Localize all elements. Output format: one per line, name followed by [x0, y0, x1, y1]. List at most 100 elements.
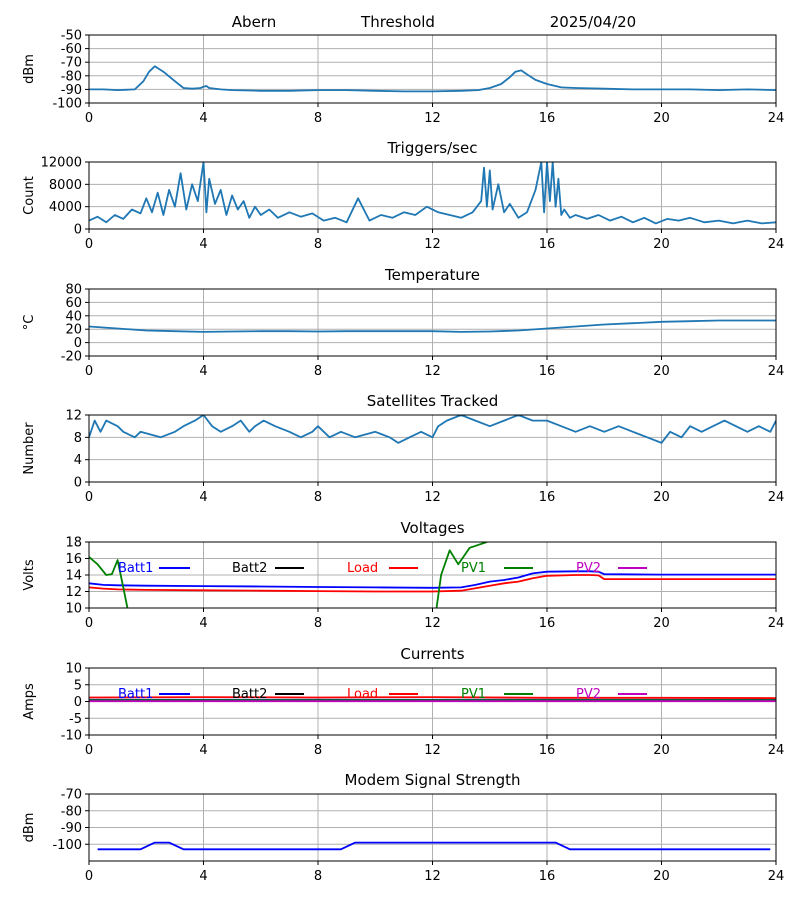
series-line-pv1	[89, 542, 488, 608]
y-tick-label: 5	[74, 678, 82, 693]
header-date: 2025/04/20	[550, 13, 636, 31]
y-axis-label: dBm	[22, 54, 37, 84]
x-tick-label: 24	[768, 490, 785, 505]
y-tick-label: -100	[52, 838, 82, 853]
y-tick-label: -70	[61, 788, 82, 803]
panel-title: Satellites Tracked	[367, 392, 498, 410]
y-tick-label: -20	[61, 350, 82, 365]
y-tick-label: -70	[61, 56, 82, 71]
y-tick-label: -100	[52, 97, 82, 112]
x-tick-label: 24	[768, 237, 785, 252]
legend-label-batt2: Batt2	[232, 561, 267, 576]
x-tick-label: 4	[199, 743, 207, 758]
y-tick-label: -90	[61, 83, 82, 98]
y-tick-label: 10	[65, 662, 82, 677]
panel-title: Temperature	[384, 266, 480, 284]
x-tick-label: 0	[85, 616, 93, 631]
x-tick-label: 0	[85, 490, 93, 505]
panel-modem: 0 4 8 12 16 20 24 -100 -90 -80-70 dBm Modem Signal …	[22, 771, 784, 884]
y-tick-label: 80	[65, 283, 82, 298]
x-tick-label: 16	[539, 111, 556, 126]
x-tick-label: 12	[424, 364, 441, 379]
y-axis-label: °C	[22, 315, 37, 331]
y-tick-label: 14	[65, 569, 82, 584]
y-tick-label: -60	[61, 42, 82, 57]
x-tick-label: 8	[314, 490, 322, 505]
series-line	[97, 841, 771, 851]
y-tick-label: 0	[74, 336, 82, 351]
x-tick-label: 12	[424, 743, 441, 758]
y-axis-label: Number	[22, 422, 37, 475]
y-tick-label: -50	[61, 29, 82, 44]
x-tick-label: 12	[424, 490, 441, 505]
panel-threshold: 0 4 8 12 16 20 24 -100-90-80-70-60-50 dBm	[22, 29, 784, 127]
x-tick-label: 0	[85, 743, 93, 758]
x-tick-label: 4	[199, 364, 207, 379]
y-axis-label: dBm	[22, 813, 37, 843]
y-tick-label: 8	[74, 431, 82, 446]
x-tick-label: 20	[653, 237, 670, 252]
y-tick-label: -80	[61, 804, 82, 819]
y-tick-label: -10	[61, 729, 82, 744]
y-tick-label: 0	[74, 223, 82, 238]
y-tick-label: -90	[61, 821, 82, 836]
x-tick-label: 16	[539, 743, 556, 758]
header-station: Abern	[232, 13, 276, 31]
series-line-load	[89, 574, 776, 593]
y-tick-label: 4	[74, 453, 82, 468]
y-tick-label: 10	[65, 602, 82, 617]
x-tick-label: 24	[768, 743, 785, 758]
x-tick-label: 12	[424, 237, 441, 252]
legend-label-pv1: PV1	[461, 561, 486, 576]
y-tick-label: 12000	[41, 156, 82, 171]
legend-label-batt2: Batt2	[232, 687, 267, 702]
y-tick-label: 12	[65, 585, 82, 600]
x-tick-label: 16	[539, 364, 556, 379]
x-tick-label: 24	[768, 616, 785, 631]
x-tick-label: 20	[653, 111, 670, 126]
x-tick-label: 20	[653, 490, 670, 505]
y-tick-label: 0	[74, 476, 82, 491]
x-tick-label: 12	[424, 869, 441, 884]
x-tick-label: 0	[85, 237, 93, 252]
x-tick-label: 8	[314, 616, 322, 631]
x-tick-label: 4	[199, 237, 207, 252]
x-tick-label: 8	[314, 237, 322, 252]
series-line	[89, 319, 776, 333]
x-tick-label: 20	[653, 364, 670, 379]
y-axis-label: Volts	[22, 559, 37, 591]
legend-label-pv2: PV2	[576, 561, 601, 576]
y-tick-label: 8000	[49, 178, 82, 193]
x-tick-label: 12	[424, 111, 441, 126]
series-line-batt1	[89, 570, 776, 589]
x-tick-label: 12	[424, 616, 441, 631]
y-tick-label: 0	[74, 695, 82, 710]
series-line-load	[89, 696, 776, 699]
y-tick-label: 60	[65, 296, 82, 311]
panel-title: Voltages	[400, 519, 464, 537]
x-tick-label: 16	[539, 869, 556, 884]
panel-title: Triggers/sec	[387, 139, 478, 157]
y-tick-label: 20	[65, 323, 82, 338]
y-tick-label: 4000	[49, 200, 82, 215]
y-tick-label: -80	[61, 69, 82, 84]
x-tick-label: 24	[768, 364, 785, 379]
y-tick-label: 12	[65, 409, 82, 424]
y-tick-label: 16	[65, 552, 82, 567]
y-tick-label: -5	[69, 712, 82, 727]
y-axis-label: Count	[22, 176, 37, 215]
x-tick-label: 4	[199, 616, 207, 631]
x-tick-label: 16	[539, 616, 556, 631]
x-tick-label: 8	[314, 869, 322, 884]
legend-label-pv1: PV1	[461, 687, 486, 702]
x-tick-label: 4	[199, 490, 207, 505]
legend-label-batt1: Batt1	[118, 561, 153, 576]
series-line	[89, 415, 776, 444]
legend-label-load: Load	[347, 561, 378, 576]
x-tick-label: 4	[199, 869, 207, 884]
x-tick-label: 20	[653, 869, 670, 884]
